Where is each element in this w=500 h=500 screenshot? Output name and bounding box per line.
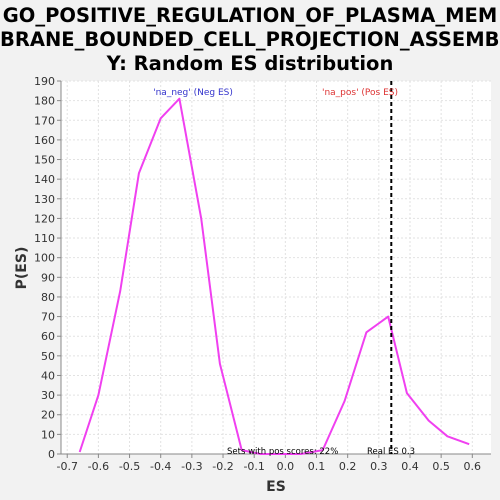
- y-axis-label: P(ES): [14, 247, 30, 290]
- y-tick-label: 10: [41, 428, 55, 441]
- y-tick-label: 170: [34, 114, 55, 127]
- x-tick-label: -0.4: [150, 460, 171, 473]
- y-tick-label: 190: [34, 75, 55, 88]
- y-tick-label: 0: [48, 448, 55, 461]
- y-tick-label: 80: [41, 291, 55, 304]
- pos-es-label: 'na_pos' (Pos ES): [322, 88, 398, 98]
- x-tick-label: 0.6: [464, 460, 482, 473]
- y-tick-label: 30: [41, 389, 55, 402]
- neg-es-label: 'na_neg' (Neg ES): [153, 88, 233, 98]
- y-tick-label: 40: [41, 369, 55, 382]
- series-line: [78, 97, 470, 455]
- x-tick-label: -0.2: [212, 460, 233, 473]
- y-tick-label: 180: [34, 95, 55, 108]
- x-tick-label: 0.4: [401, 460, 419, 473]
- y-tick-label: 110: [34, 232, 55, 245]
- x-tick-label: -0.1: [243, 460, 264, 473]
- y-tick-label: 160: [34, 134, 55, 147]
- y-tick-label: 150: [34, 154, 55, 167]
- chart-title-line-1: GO_POSITIVE_REGULATION_OF_PLASMA_MEM: [2, 4, 498, 27]
- y-tick-label: 90: [41, 271, 55, 284]
- sets-pos-annotation: Sets with pos scores: 22%: [227, 447, 338, 457]
- x-tick-label: 0.0: [277, 460, 295, 473]
- chart-title-line-3: Y: Random ES distribution: [106, 52, 394, 75]
- y-tick-label: 130: [34, 193, 55, 206]
- x-tick-label: 0.2: [339, 460, 357, 473]
- y-tick-label: 70: [41, 311, 55, 324]
- chart-title-line-2: BRANE_BOUNDED_CELL_PROJECTION_ASSEMBL: [0, 28, 500, 51]
- x-tick-label: -0.5: [119, 460, 140, 473]
- y-tick-label: 120: [34, 212, 55, 225]
- x-tick-label: 0.3: [370, 460, 388, 473]
- x-tick-label: 0.5: [432, 460, 450, 473]
- x-tick-label: -0.7: [56, 460, 77, 473]
- x-tick-label: 0.1: [308, 460, 326, 473]
- y-tick-label: 50: [41, 350, 55, 363]
- real-es-annotation: Real ES 0.3: [367, 447, 415, 457]
- x-ticks: -0.7 -0.6 -0.5 -0.4 -0.3 -0.2 -0.1 0.0 0.1 0.2 0.3…: [56, 454, 481, 473]
- y-tick-label: 100: [34, 252, 55, 265]
- x-tick-label: -0.6: [88, 460, 109, 473]
- y-tick-label: 60: [41, 330, 55, 343]
- x-axis-label: ES: [266, 479, 286, 495]
- y-ticks: 0 10 20 30 40 50 60 70 80 90 100 110 120 130 140 150 160…: [34, 75, 61, 461]
- x-tick-label: -0.3: [181, 460, 202, 473]
- plot-area: [61, 81, 491, 454]
- y-tick-label: 20: [41, 409, 55, 422]
- y-tick-label: 140: [34, 173, 55, 186]
